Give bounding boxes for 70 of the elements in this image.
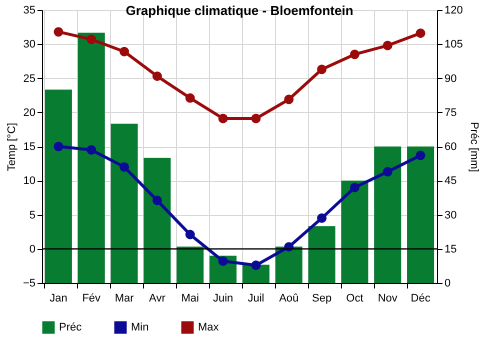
point <box>152 196 162 206</box>
y2-axis-title: Préc [mm] <box>468 122 480 172</box>
bar <box>78 32 105 283</box>
x-tick-label: Mai <box>181 292 199 304</box>
point <box>86 145 96 155</box>
x-tick-label: Juil <box>248 292 264 304</box>
y-axis-title: Temp [°C] <box>6 122 18 172</box>
y2-tick-label: 60 <box>444 141 457 153</box>
y-tick-label: 20 <box>23 106 36 119</box>
y-tick-label: 30 <box>23 38 36 51</box>
point <box>218 256 228 266</box>
x-tick-label: Juin <box>212 292 234 304</box>
bar <box>242 264 270 283</box>
point <box>218 114 228 124</box>
y2-tick-label: 90 <box>444 72 457 85</box>
point <box>251 114 261 124</box>
point <box>317 213 327 223</box>
bar <box>176 246 204 283</box>
y-tick-label: 0 <box>29 243 36 256</box>
legend-label: Min <box>131 322 149 334</box>
legend-label: Max <box>198 322 220 334</box>
bar <box>341 180 368 283</box>
y-tick-label: 25 <box>23 72 36 85</box>
y2-tick-label: 75 <box>444 106 457 119</box>
point <box>54 27 64 37</box>
y-tick-label: 10 <box>23 175 36 188</box>
bar <box>144 158 171 283</box>
bar <box>110 124 138 283</box>
x-tick-label: Avr <box>149 292 166 304</box>
x-tick-label: Oct <box>346 292 364 304</box>
point <box>185 93 195 103</box>
y2-tick-label: 105 <box>444 38 463 51</box>
point <box>120 162 130 172</box>
point <box>382 40 392 50</box>
point <box>416 150 426 160</box>
point <box>86 34 96 44</box>
point <box>317 64 327 74</box>
y-tick-label: 35 <box>23 4 36 16</box>
bar <box>374 146 402 283</box>
y2-tick-label: 120 <box>444 4 463 16</box>
point <box>120 46 130 56</box>
bar <box>308 226 336 283</box>
point <box>350 182 360 192</box>
chart-title: Graphique climatique - Bloemfontein <box>126 3 354 18</box>
point <box>54 142 64 152</box>
y2-tick-label: 0 <box>444 278 451 290</box>
bar <box>407 146 434 283</box>
y-tick-label: 5 <box>29 209 36 222</box>
y-tick-label: −5 <box>22 278 36 290</box>
x-tick-label: Sep <box>312 292 332 304</box>
y2-tick-label: 15 <box>444 243 457 256</box>
point <box>185 230 195 240</box>
x-tick-label: Déc <box>410 292 431 304</box>
x-tick-label: Nov <box>378 292 398 304</box>
bar <box>275 246 302 283</box>
point <box>382 167 392 176</box>
x-tick-label: Jan <box>50 292 68 304</box>
y2-tick-label: 45 <box>444 175 457 188</box>
x-tick-label: Aoû <box>279 292 299 304</box>
point <box>251 260 261 270</box>
point <box>284 94 294 104</box>
y-tick-label: 15 <box>23 141 36 153</box>
point <box>416 28 426 38</box>
legend-label: Préc <box>59 322 82 334</box>
x-tick-label: Fév <box>82 292 102 304</box>
y2-tick-label: 30 <box>444 209 457 222</box>
point <box>350 50 360 60</box>
x-tick-label: Mar <box>114 292 134 304</box>
bar <box>44 90 72 283</box>
point <box>152 71 162 81</box>
